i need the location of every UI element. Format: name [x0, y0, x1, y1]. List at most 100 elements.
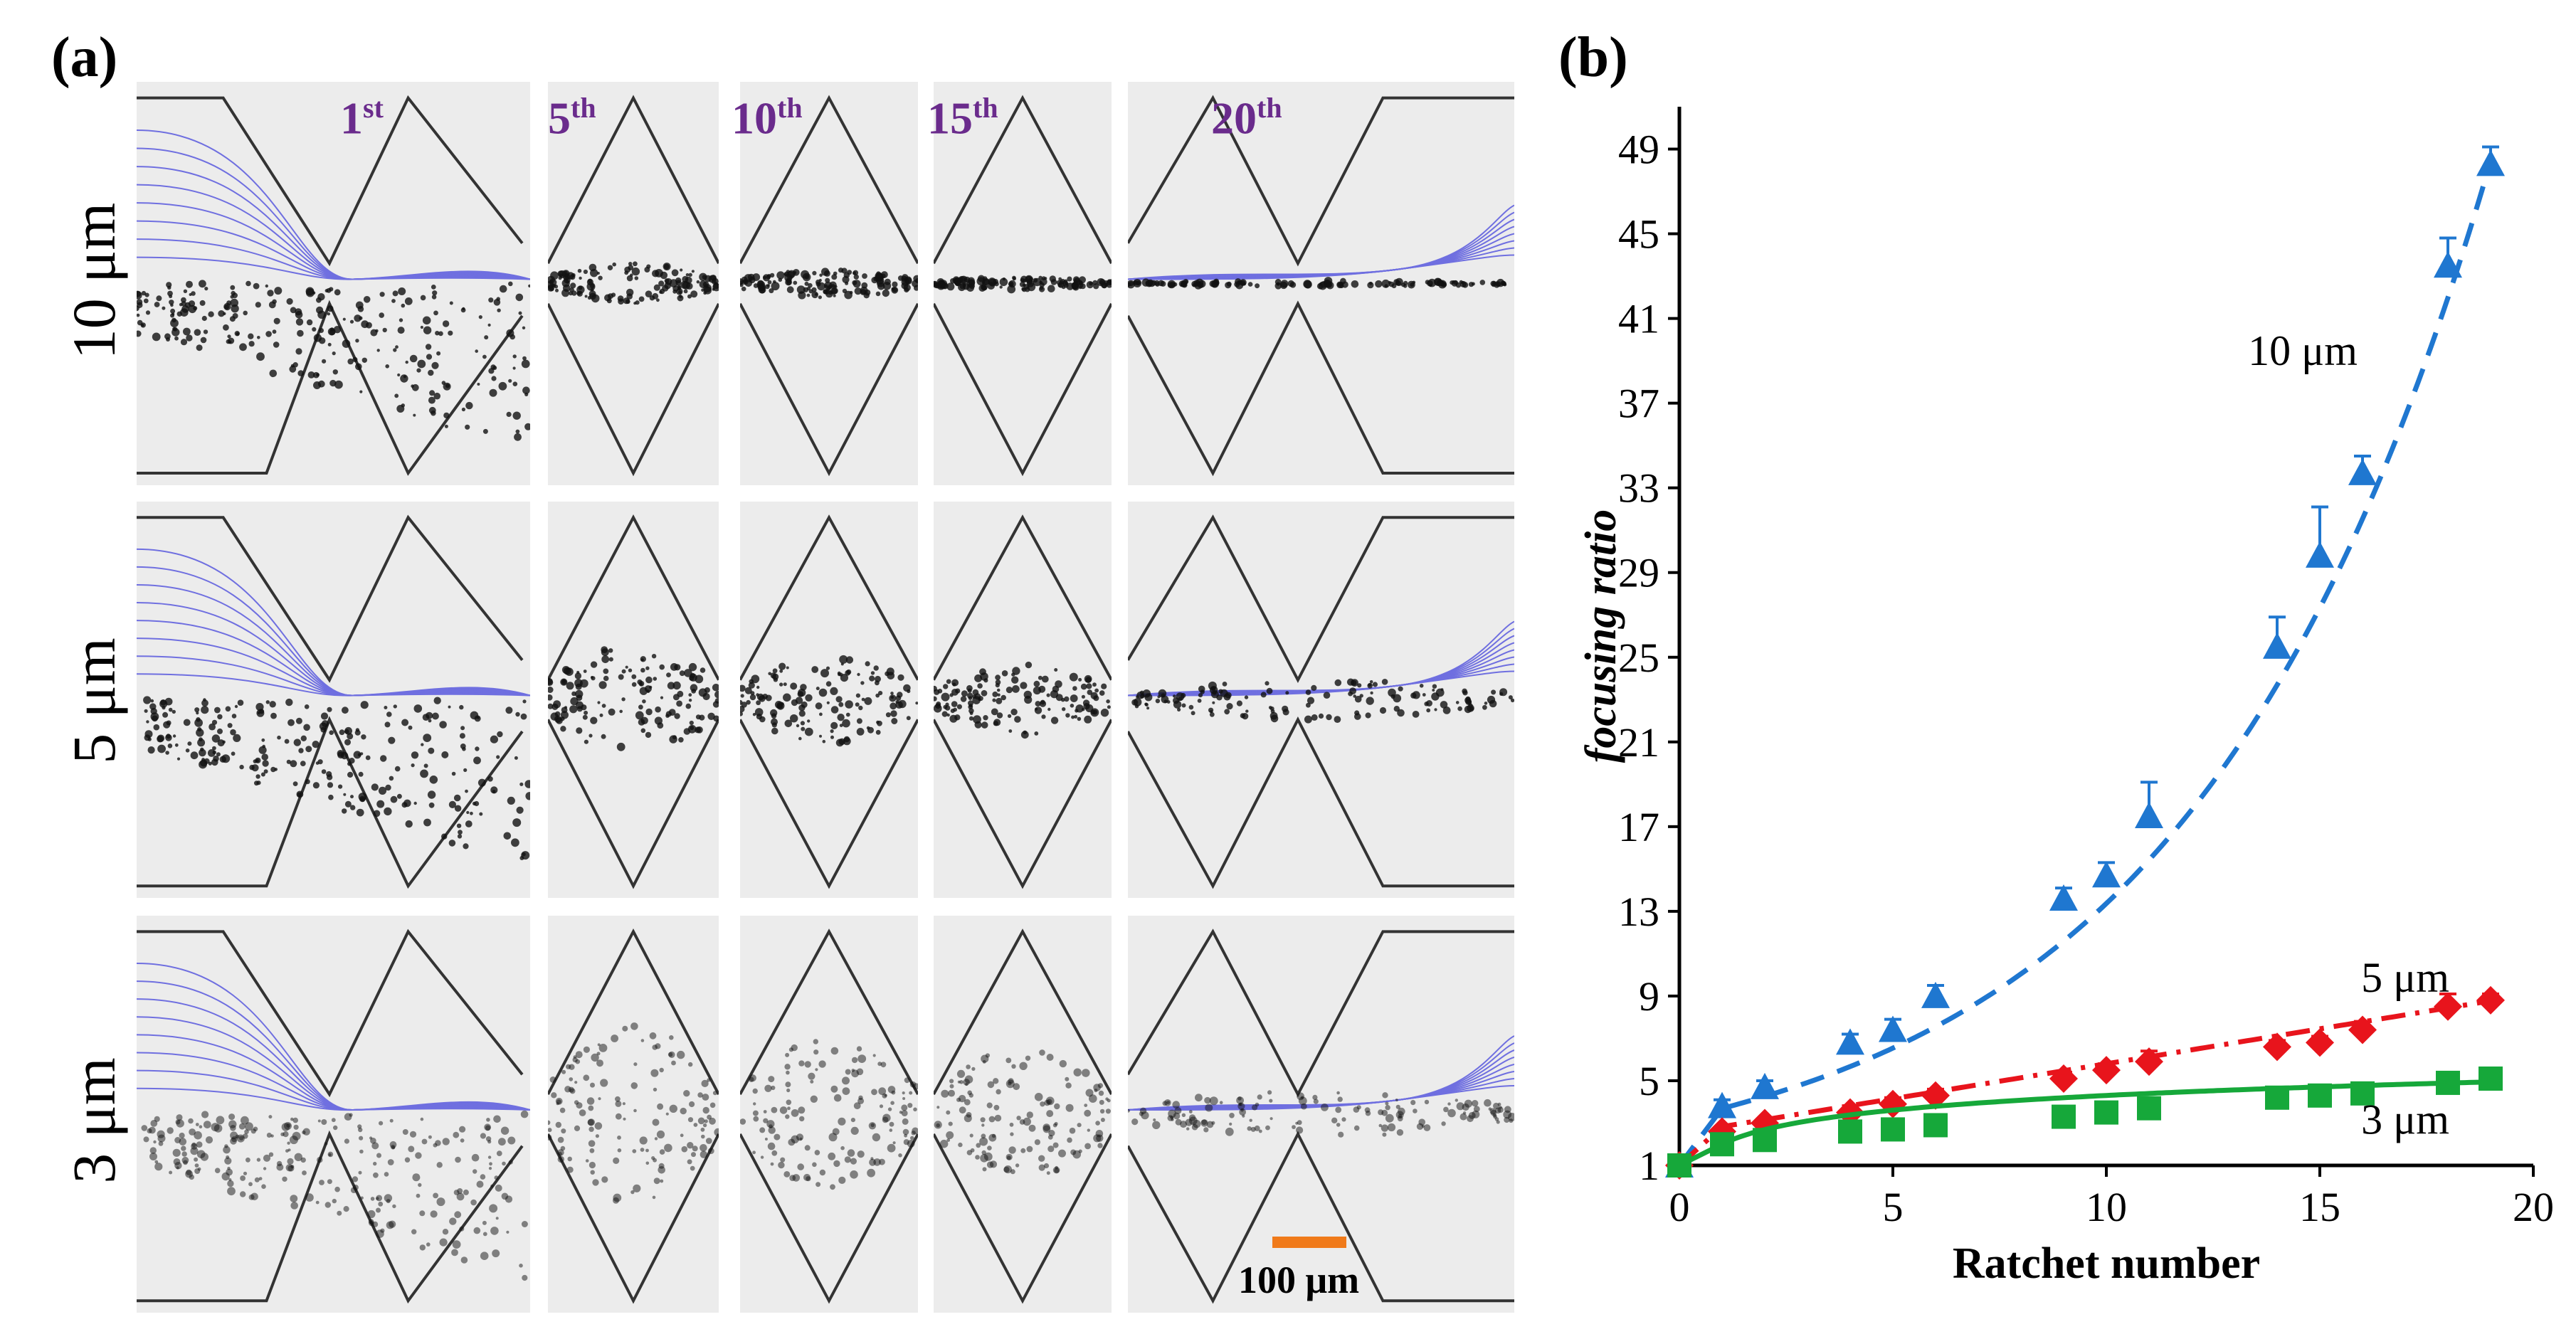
data-point-triangle — [2092, 861, 2121, 888]
row-label-3um: 3 μm — [60, 1057, 128, 1184]
data-point-triangle — [2348, 458, 2377, 485]
data-point-square — [2350, 1081, 2375, 1106]
data-point-triangle — [2135, 801, 2163, 828]
row-label-5um: 5 μm — [60, 637, 128, 764]
data-point-square — [2436, 1070, 2460, 1095]
y-tick-label: 17 — [1618, 804, 1659, 850]
data-point-square — [2052, 1104, 2076, 1129]
micrograph-3um-15th — [934, 916, 1112, 1313]
data-point-triangle — [2049, 884, 2078, 911]
column-label-15th: 15th — [927, 91, 998, 144]
data-point-diamond — [2306, 1028, 2334, 1057]
x-tick-label: 5 — [1883, 1184, 1904, 1230]
data-point-diamond — [2135, 1047, 2163, 1076]
micrograph-3um-1st — [137, 916, 530, 1313]
data-point-square — [2265, 1085, 2289, 1110]
x-tick-label: 20 — [2513, 1184, 2554, 1230]
column-label-base: 1 — [340, 92, 363, 144]
micrograph-5um-5th — [548, 502, 719, 898]
series-annotation: 10 μm — [2248, 327, 2358, 374]
data-point-triangle — [1836, 1028, 1864, 1055]
micrograph-3um-20th — [1128, 916, 1514, 1313]
row-label-10um: 10 μm — [60, 202, 128, 360]
x-tick-label: 15 — [2299, 1184, 2340, 1230]
data-point-triangle — [2476, 149, 2505, 176]
micrograph-3um-10th — [740, 916, 918, 1313]
data-point-diamond — [2434, 992, 2462, 1021]
y-tick-label: 9 — [1639, 973, 1659, 1020]
data-point-diamond — [2049, 1064, 2078, 1093]
column-label-20th: 20th — [1211, 91, 1282, 144]
micrograph-10um-20th — [1128, 82, 1514, 485]
micrograph-5um-15th — [934, 502, 1112, 898]
column-label-5th: 5th — [548, 91, 596, 144]
y-tick-label: 37 — [1618, 381, 1659, 427]
column-label-suffix: th — [973, 92, 998, 124]
micrograph-5um-1st — [137, 502, 530, 898]
column-label-suffix: th — [777, 92, 803, 124]
micrograph-5um-10th — [740, 502, 918, 898]
data-point-square — [2479, 1066, 2503, 1091]
data-point-triangle — [1879, 1015, 1907, 1042]
y-tick-label: 13 — [1618, 889, 1659, 935]
data-point-triangle — [2263, 632, 2291, 659]
data-point-square — [2308, 1083, 2332, 1108]
column-label-base: 15 — [927, 92, 973, 144]
column-label-base: 5 — [548, 92, 571, 144]
micrograph-10um-1st — [137, 82, 530, 485]
column-label-suffix: th — [1257, 92, 1282, 124]
data-point-square — [1881, 1117, 1905, 1142]
data-point-square — [1667, 1153, 1691, 1178]
scale-bar-label: 100 μm — [1238, 1259, 1360, 1301]
column-label-1st: 1st — [340, 91, 384, 144]
scale-bar — [1272, 1237, 1346, 1248]
y-tick-label: 5 — [1639, 1058, 1659, 1104]
y-tick-label: 33 — [1618, 465, 1659, 512]
fit-line-0 — [1677, 160, 2493, 1168]
data-point-triangle — [1708, 1091, 1736, 1118]
data-point-triangle — [2434, 251, 2462, 278]
column-label-base: 20 — [1211, 92, 1257, 144]
y-tick-label: 29 — [1618, 550, 1659, 596]
data-point-diamond — [1879, 1089, 1907, 1118]
y-tick-label: 49 — [1618, 127, 1659, 173]
panel-a-label: (a) — [51, 26, 118, 89]
y-tick-label: 45 — [1618, 211, 1659, 258]
data-point-diamond — [1921, 1081, 1950, 1110]
micrograph-3um-5th — [548, 916, 719, 1313]
data-point-square — [2137, 1096, 2161, 1121]
series-annotation: 5 μm — [2361, 954, 2449, 1001]
data-point-diamond — [2348, 1015, 2377, 1044]
x-axis-label: Ratchet number — [1953, 1239, 2260, 1288]
data-point-square — [1710, 1132, 1734, 1157]
y-tick-label: 1 — [1639, 1143, 1659, 1189]
micrograph-10um-15th — [934, 82, 1112, 485]
data-point-square — [1838, 1119, 1862, 1144]
data-point-square — [1923, 1113, 1948, 1138]
data-point-triangle — [1921, 981, 1950, 1008]
data-point-triangle — [1751, 1072, 1779, 1099]
y-tick-label: 25 — [1618, 635, 1659, 681]
y-tick-label: 41 — [1618, 296, 1659, 342]
micrograph-10um-10th — [740, 82, 918, 485]
panel-b-label: (b) — [1558, 26, 1628, 89]
y-tick-label: 21 — [1618, 719, 1659, 766]
data-point-square — [1753, 1128, 1777, 1153]
column-label-10th: 10th — [732, 91, 803, 144]
series-annotation: 3 μm — [2361, 1096, 2449, 1143]
column-label-suffix: th — [571, 92, 596, 124]
data-point-triangle — [2306, 541, 2334, 568]
data-point-diamond — [2263, 1032, 2291, 1062]
x-tick-label: 10 — [2086, 1184, 2127, 1230]
column-label-base: 10 — [732, 92, 777, 144]
data-point-square — [2094, 1100, 2118, 1125]
x-tick-label: 0 — [1669, 1184, 1690, 1230]
micrograph-10um-5th — [548, 82, 719, 485]
micrograph-5um-20th — [1128, 502, 1514, 898]
y-axis-label: focusing ratio — [1577, 509, 1625, 763]
panel-a: (a) 10 μm 5 μm 3 μm 1st 5th 10th 15th 20… — [51, 26, 1514, 1313]
data-point-diamond — [2476, 985, 2505, 1015]
panel-b: (b) 1 5 9 13 17 21 25 29 33 37 41 45 49 0 5 10 15 20 Ratch… — [1551, 0, 2576, 1340]
column-label-suffix: st — [363, 92, 384, 124]
